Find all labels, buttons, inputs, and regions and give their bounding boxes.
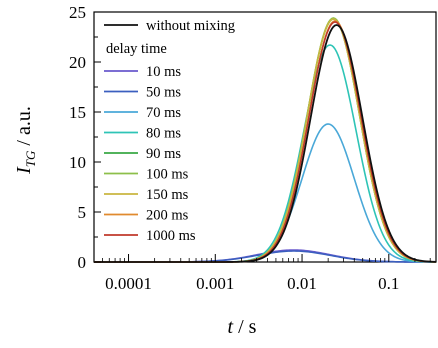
y-axis-title: ITG / a.u. — [13, 106, 38, 175]
y-tick-label: 15 — [69, 103, 86, 122]
x-tick-label: 0.0001 — [105, 274, 152, 293]
x-axis-symbol: t — [228, 316, 234, 338]
legend-group-title: delay time — [106, 41, 167, 57]
legend-label: 70 ms — [146, 105, 181, 121]
x-tick-label: 0.01 — [287, 274, 317, 293]
legend-label: 10 ms — [146, 64, 181, 80]
x-tick-label: 0.1 — [378, 274, 399, 293]
y-axis-subscript: TG — [23, 150, 38, 167]
legend-label: 80 ms — [146, 126, 181, 142]
curves-group — [94, 17, 437, 263]
legend-label: 100 ms — [146, 167, 189, 183]
y-axis-unit: / a.u. — [13, 106, 35, 150]
y-tick-label: 25 — [69, 3, 86, 22]
x-axis-title: t / s — [228, 316, 257, 338]
y-tick-label: 20 — [69, 53, 86, 72]
legend-label: 50 ms — [146, 85, 181, 101]
y-tick-label: 0 — [78, 253, 87, 272]
series-line — [94, 24, 437, 263]
legend-label: 200 ms — [146, 208, 189, 224]
y-tick-label: 10 — [69, 153, 86, 172]
legend-label: 1000 ms — [146, 228, 196, 244]
legend-label: 90 ms — [146, 146, 181, 162]
ticks-group: 0 5 10 15 20 25 0.0001 0.001 0.01 0.1 — [69, 3, 431, 293]
legend-label: 150 ms — [146, 187, 189, 203]
y-axis-symbol: I — [13, 166, 35, 175]
y-tick-label: 5 — [78, 203, 87, 222]
legend: delay time without mixing 10 ms 50 ms 70 ms… — [104, 18, 235, 244]
x-tick-label: 0.001 — [196, 274, 234, 293]
legend-label: without mixing — [146, 18, 235, 34]
x-axis-unit: / s — [233, 316, 257, 338]
